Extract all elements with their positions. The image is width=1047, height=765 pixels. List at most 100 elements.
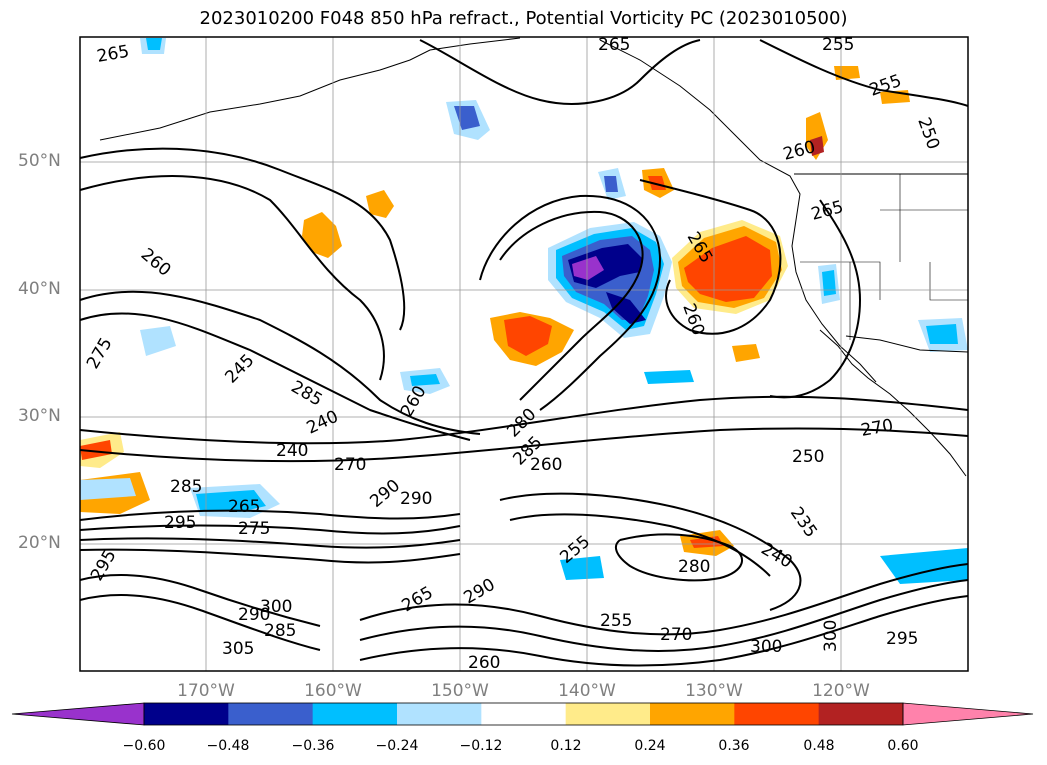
contour-label: 285 bbox=[264, 621, 296, 641]
colorbar-extend-low bbox=[11, 702, 145, 726]
contour-label: 305 bbox=[222, 639, 254, 659]
colorbar-tick: −0.24 bbox=[375, 738, 419, 754]
pv-anomaly-positive bbox=[690, 536, 724, 548]
contour-label: 265 bbox=[228, 497, 260, 517]
pv-anomaly-negative bbox=[644, 370, 694, 384]
contour-label: 260 bbox=[137, 245, 175, 281]
contour-line bbox=[79, 524, 461, 535]
contour-label: 265 bbox=[598, 35, 630, 55]
contour-label: 265 bbox=[95, 42, 130, 67]
pv-anomaly-negative bbox=[880, 548, 968, 584]
pv-fill-layer bbox=[80, 38, 968, 584]
pv-anomaly-negative bbox=[572, 256, 604, 280]
colorbar-tick: −0.36 bbox=[291, 738, 335, 754]
contour-label: 260 bbox=[530, 455, 562, 475]
colorbar-swatch bbox=[481, 703, 567, 725]
colorbar-tick: 0.24 bbox=[634, 738, 666, 754]
pv-anomaly-negative bbox=[926, 324, 958, 344]
colorbar-tick: 0.12 bbox=[550, 738, 582, 754]
colorbar-tick: 0.36 bbox=[718, 738, 750, 754]
contour-line bbox=[499, 492, 802, 611]
colorbar-swatch bbox=[734, 703, 820, 725]
contour-label: 250 bbox=[913, 115, 943, 152]
pv-anomaly-negative bbox=[146, 38, 162, 50]
contour-line bbox=[79, 395, 969, 445]
coastline-alaska bbox=[99, 37, 521, 141]
lon-label: 140°W bbox=[558, 681, 616, 701]
lon-label: 170°W bbox=[177, 681, 235, 701]
colorbar-swatch bbox=[650, 703, 735, 725]
colorbar-tick: −0.48 bbox=[206, 738, 250, 754]
lat-label: 50°N bbox=[18, 151, 61, 171]
contour-label: 255 bbox=[600, 611, 632, 631]
contour-label: 265 bbox=[399, 583, 437, 617]
colorbar-tick: 0.60 bbox=[887, 738, 919, 754]
contour-label: 250 bbox=[792, 447, 824, 467]
contour-label: 245 bbox=[221, 350, 258, 387]
contour-label: 265 bbox=[809, 197, 846, 225]
contour-label: 270 bbox=[859, 416, 894, 441]
map-title: 2023010200 F048 850 hPa refract., Potent… bbox=[199, 8, 848, 29]
contour-line bbox=[79, 175, 385, 381]
colorbar-swatch bbox=[228, 703, 314, 725]
colorbar-swatches bbox=[144, 703, 904, 725]
coastline-layer bbox=[99, 37, 969, 477]
contour-label: 275 bbox=[238, 519, 270, 539]
pv-anomaly-positive bbox=[80, 440, 112, 460]
contour-label: 295 bbox=[87, 546, 121, 584]
contour-line bbox=[769, 199, 862, 399]
colorbar bbox=[11, 702, 1034, 726]
contour-label: 290 bbox=[400, 489, 432, 509]
contour-label: 260 bbox=[468, 653, 500, 673]
contour-label: 290 bbox=[461, 575, 499, 609]
lat-label: 20°N bbox=[18, 533, 61, 553]
colorbar-tick: −0.60 bbox=[122, 738, 166, 754]
lon-label: 150°W bbox=[431, 681, 489, 701]
pv-anomaly-positive bbox=[834, 66, 860, 80]
pv-anomaly-negative bbox=[454, 106, 480, 130]
contour-label: 275 bbox=[83, 334, 117, 372]
contour-line bbox=[359, 595, 969, 667]
contour-label: 280 bbox=[678, 557, 710, 577]
contour-line bbox=[359, 563, 969, 636]
contour-line bbox=[79, 427, 969, 463]
contour-line bbox=[479, 194, 662, 411]
contour-line bbox=[499, 210, 644, 401]
contour-line bbox=[79, 312, 471, 441]
pv-anomaly-positive bbox=[504, 316, 552, 356]
contour-label: 295 bbox=[164, 513, 196, 533]
border-us-mexico bbox=[845, 335, 969, 353]
contour-label: 285 bbox=[170, 477, 202, 497]
pv-anomaly-negative bbox=[80, 478, 136, 500]
colorbar-swatch bbox=[565, 703, 651, 725]
lon-label: 130°W bbox=[685, 681, 743, 701]
colorbar-extend-high bbox=[902, 702, 1034, 726]
state-borders bbox=[800, 174, 968, 340]
colorbar-tick: 0.48 bbox=[803, 738, 835, 754]
pv-anomaly-positive bbox=[732, 344, 760, 362]
contour-line bbox=[79, 509, 461, 521]
colorbar-frame bbox=[143, 702, 904, 726]
contour-line bbox=[419, 39, 701, 105]
pv-anomaly-positive bbox=[302, 212, 342, 258]
contour-label: 290 bbox=[238, 605, 270, 625]
contour-label: 270 bbox=[334, 455, 366, 475]
pv-anomaly-negative bbox=[604, 176, 618, 192]
lon-label: 120°W bbox=[812, 681, 870, 701]
pv-anomaly-negative bbox=[410, 374, 440, 386]
colorbar-tick: −0.12 bbox=[459, 738, 503, 754]
contour-label: 260 bbox=[781, 137, 818, 165]
contour-line bbox=[79, 290, 481, 435]
contour-label: 300 bbox=[260, 597, 292, 617]
contour-line bbox=[614, 533, 743, 582]
lat-label: 40°N bbox=[18, 279, 61, 299]
coastline-alaska-panhandle bbox=[599, 39, 877, 383]
colorbar-swatch bbox=[818, 703, 904, 725]
contour-line bbox=[79, 537, 461, 549]
contour-line bbox=[359, 579, 969, 652]
pv-anomaly-positive bbox=[366, 190, 394, 218]
pv-anomaly-positive bbox=[684, 236, 772, 302]
colorbar-swatch bbox=[312, 703, 398, 725]
contour-line bbox=[79, 574, 321, 627]
contour-line bbox=[759, 39, 969, 107]
